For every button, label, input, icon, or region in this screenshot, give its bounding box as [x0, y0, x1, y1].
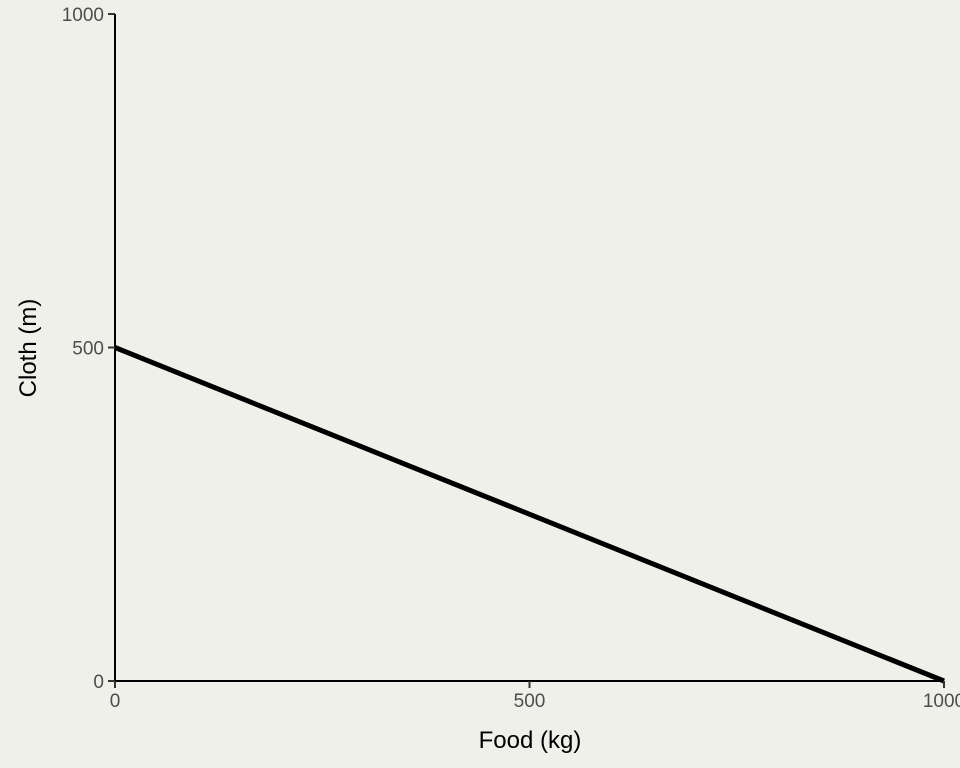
series-line [114, 345, 945, 684]
x-axis-title: Food (kg) [479, 727, 582, 754]
y-axis-title: Cloth (m) [15, 299, 42, 398]
y-tick-label: 500 [72, 339, 104, 360]
x-tick-label: 1000 [923, 691, 960, 712]
x-tick-label: 500 [514, 691, 546, 712]
x-tick-label: 0 [110, 691, 121, 712]
y-tick-label: 0 [93, 672, 104, 693]
y-tick-label: 1000 [62, 5, 104, 26]
